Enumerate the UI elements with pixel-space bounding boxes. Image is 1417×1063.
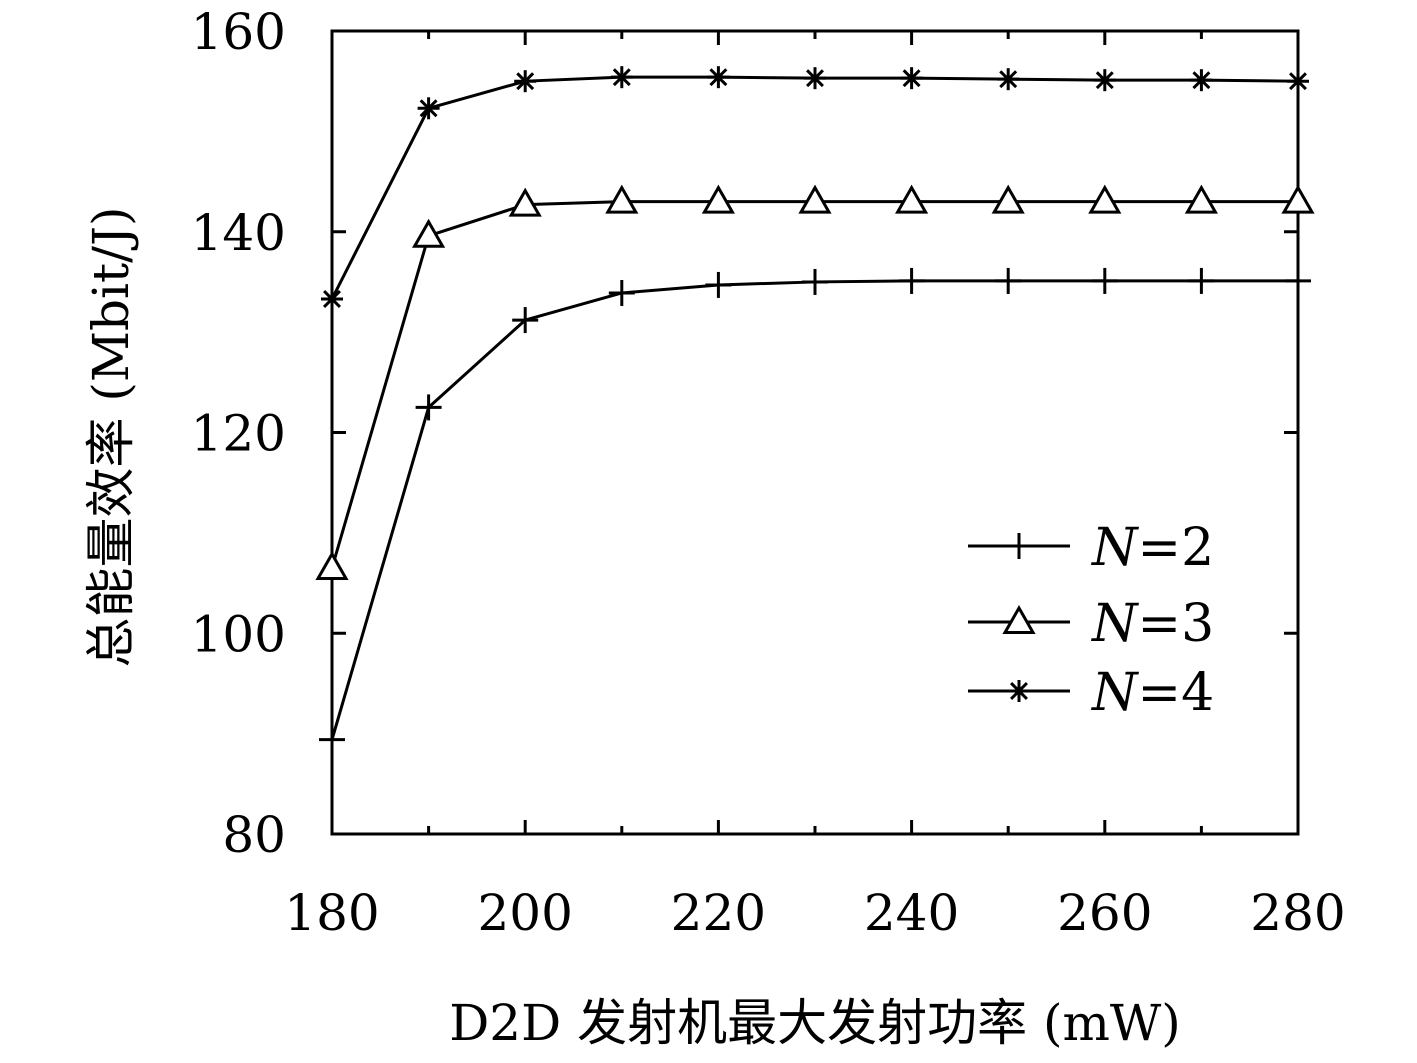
axis-ticks [330, 29, 1300, 836]
y-axis-label: 总能量效率 (Mbit/J) [82, 206, 140, 667]
x-tick-labels: 180 200 220 240 260 280 [284, 884, 1345, 942]
data-point [610, 66, 633, 89]
legend-item: N=3 [968, 594, 1214, 654]
y-tick-label: 140 [191, 204, 286, 262]
data-point [804, 67, 826, 90]
data-point [514, 70, 537, 93]
y-tick-label: 80 [222, 806, 286, 864]
series-3 [321, 66, 1309, 311]
y-tick-label: 100 [191, 605, 286, 663]
series-layer [315, 66, 1315, 753]
data-point [1088, 184, 1122, 214]
legend: N=2 N=3 N=4 [968, 518, 1214, 723]
legend-label: N=4 [1090, 663, 1214, 723]
x-axis-label: D2D 发射机最大发射功率 (mW) [449, 994, 1181, 1052]
data-point [1281, 184, 1315, 214]
data-point [707, 66, 730, 89]
legend-label: N=3 [1090, 594, 1214, 654]
data-point [701, 184, 735, 214]
data-point [608, 279, 635, 306]
x-tick-label: 240 [864, 884, 959, 942]
series-2 [315, 184, 1315, 581]
data-point [605, 184, 639, 214]
data-point [798, 184, 832, 214]
y-tick-label: 120 [191, 405, 286, 463]
data-point [415, 394, 442, 421]
data-point [315, 550, 349, 581]
x-tick-label: 200 [477, 884, 572, 942]
data-point [991, 184, 1025, 214]
data-point [412, 218, 446, 248]
x-tick-label: 180 [284, 884, 379, 942]
data-point [508, 187, 542, 217]
data-point [1190, 69, 1213, 92]
legend-item: N=2 [968, 518, 1214, 578]
legend-marker [1008, 680, 1030, 702]
x-tick-label: 220 [671, 884, 766, 942]
series-1 [319, 267, 1311, 753]
data-point [512, 307, 539, 334]
data-point [895, 184, 929, 214]
data-point [997, 68, 1020, 91]
data-point [705, 271, 732, 298]
legend-item: N=4 [968, 663, 1214, 723]
data-point [321, 288, 343, 311]
data-point [802, 268, 828, 295]
y-tick-label: 160 [191, 3, 286, 61]
legend-label: N=2 [1090, 518, 1214, 578]
data-point [900, 67, 923, 90]
data-point [1091, 267, 1118, 294]
data-point [1285, 267, 1311, 294]
legend-marker [1002, 604, 1036, 634]
data-point [1093, 69, 1116, 92]
data-point [1184, 184, 1218, 214]
data-point [898, 267, 925, 294]
data-point [417, 97, 440, 120]
series-line [330, 200, 1298, 569]
data-point [1188, 267, 1215, 294]
x-tick-label: 280 [1250, 884, 1345, 942]
data-point [319, 726, 345, 753]
x-tick-label: 260 [1057, 884, 1152, 942]
data-point [995, 267, 1022, 294]
legend-marker [1006, 533, 1032, 559]
data-point [1287, 70, 1309, 93]
y-tick-labels: 80 100 120 140 160 [191, 3, 286, 864]
